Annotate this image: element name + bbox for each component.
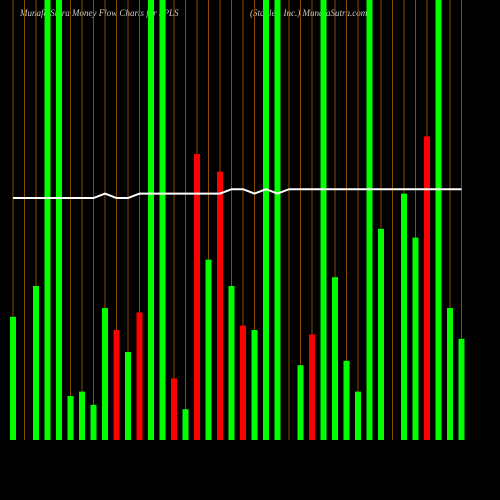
bar	[148, 0, 154, 440]
bar	[332, 277, 338, 440]
bar	[458, 338, 465, 440]
bar	[67, 396, 74, 440]
bar	[424, 136, 430, 440]
bar	[205, 259, 212, 440]
bar	[136, 312, 143, 440]
bar	[263, 0, 269, 440]
money-flow-line	[13, 188, 462, 199]
bar	[401, 193, 407, 440]
bar	[33, 286, 39, 440]
bar	[102, 308, 108, 440]
bar	[113, 330, 120, 440]
bar	[90, 404, 97, 440]
bar	[171, 378, 177, 440]
bar	[79, 391, 85, 440]
bar	[320, 0, 327, 440]
bar	[125, 352, 131, 440]
bar	[447, 308, 453, 440]
bar	[10, 316, 16, 440]
bar	[366, 0, 373, 440]
bar	[343, 360, 350, 440]
bar	[194, 154, 200, 440]
chart-title: Munafa Sutra Money Flow Charts for SPLS	[19, 8, 179, 18]
bar	[309, 334, 315, 440]
bar	[44, 0, 51, 440]
bar	[56, 0, 62, 440]
chart-subtitle: (Staples, Inc.) MunafaSutra.com	[250, 8, 368, 18]
bar	[297, 365, 304, 440]
bar	[159, 0, 166, 440]
bar	[435, 0, 442, 440]
bar	[274, 0, 281, 440]
bar	[412, 237, 419, 440]
bar	[182, 409, 189, 440]
bar	[240, 325, 246, 440]
bar	[228, 286, 235, 440]
bar	[217, 171, 223, 440]
bar	[355, 391, 361, 440]
bar	[251, 330, 258, 440]
bar	[378, 228, 384, 440]
